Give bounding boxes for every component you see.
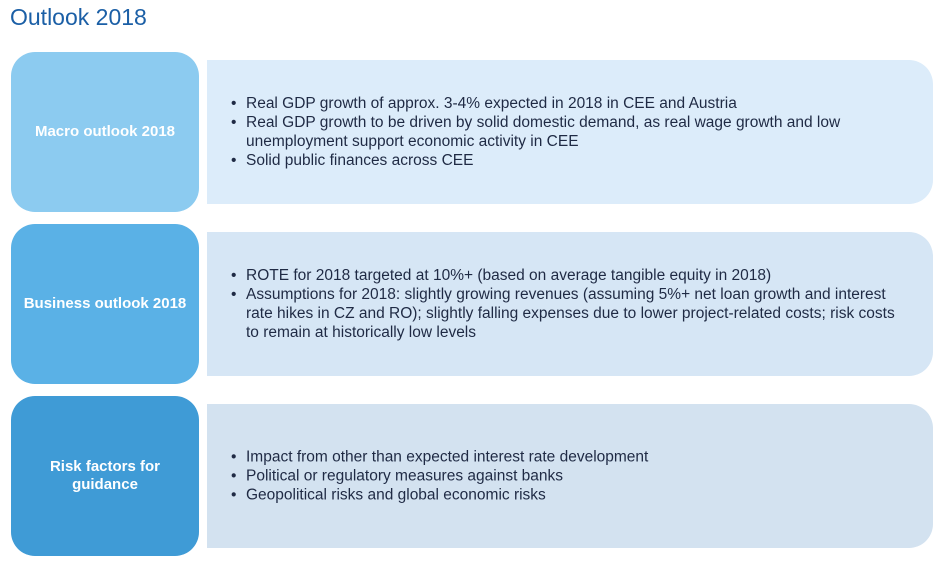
page-title: Outlook 2018 — [10, 4, 147, 30]
section-risk-factors: Risk factors for guidance Impact from ot… — [0, 396, 941, 556]
section-business-outlook: Business outlook 2018 ROTE for 2018 targ… — [0, 224, 941, 384]
bullet-item: Impact from other than expected interest… — [231, 448, 903, 467]
bullet-item: Assumptions for 2018: slightly growing r… — [231, 285, 903, 342]
bullet-item: Solid public finances across CEE — [231, 151, 903, 170]
bullet-list: Impact from other than expected interest… — [231, 448, 903, 505]
bullet-item: Real GDP growth of approx. 3-4% expected… — [231, 94, 903, 113]
bullet-list: Real GDP growth of approx. 3-4% expected… — [231, 94, 903, 170]
section-label-risk-factors: Risk factors for guidance — [11, 396, 199, 556]
section-macro-outlook: Macro outlook 2018 Real GDP growth of ap… — [0, 52, 941, 212]
bullet-item: Real GDP growth to be driven by solid do… — [231, 113, 903, 151]
section-content-risk-factors: Impact from other than expected interest… — [207, 404, 933, 548]
section-content-macro-outlook: Real GDP growth of approx. 3-4% expected… — [207, 60, 933, 204]
bullet-item: ROTE for 2018 targeted at 10%+ (based on… — [231, 266, 903, 285]
section-content-business-outlook: ROTE for 2018 targeted at 10%+ (based on… — [207, 232, 933, 376]
bullet-item: Geopolitical risks and global economic r… — [231, 486, 903, 505]
bullet-item: Political or regulatory measures against… — [231, 467, 903, 486]
section-label-macro-outlook: Macro outlook 2018 — [11, 52, 199, 212]
section-label-business-outlook: Business outlook 2018 — [11, 224, 199, 384]
bullet-list: ROTE for 2018 targeted at 10%+ (based on… — [231, 266, 903, 342]
